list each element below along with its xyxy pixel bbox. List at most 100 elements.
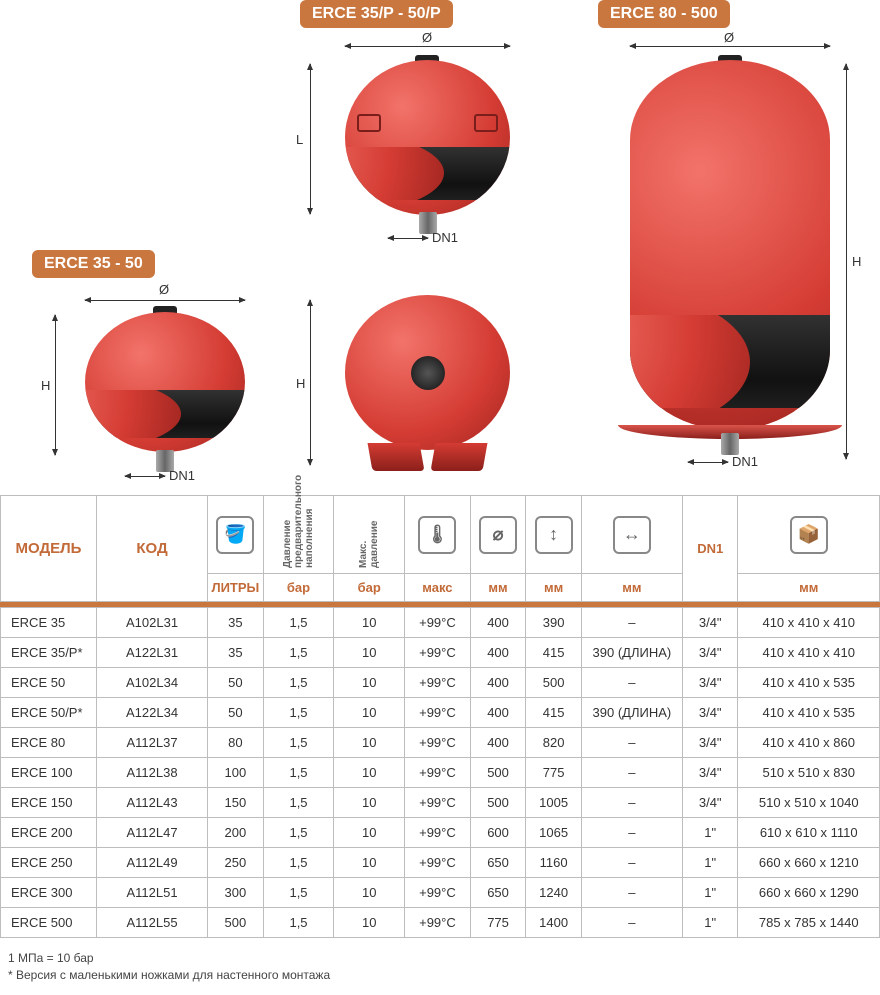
cell-l: – — [581, 758, 682, 788]
cell-max: 10 — [334, 818, 405, 848]
cell-model: ERCE 150 — [1, 788, 97, 818]
cell-h: 1005 — [526, 788, 582, 818]
cell-d: 400 — [470, 698, 526, 728]
footnote-2: * Версия с маленькими ножками для настен… — [8, 968, 872, 982]
cell-code: A122L34 — [96, 698, 207, 728]
cell-d: 400 — [470, 668, 526, 698]
cell-dn: 3/4" — [682, 728, 738, 758]
cell-pack: 610 x 610 x 1110 — [738, 818, 880, 848]
cell-code: A112L38 — [96, 758, 207, 788]
diagram-erce-35-50: Ø H DN1 — [55, 300, 265, 480]
cell-pre: 1,5 — [263, 878, 334, 908]
cell-pre: 1,5 — [263, 728, 334, 758]
cell-d: 650 — [470, 878, 526, 908]
header-icons-row: МОДЕЛЬ КОД 🪣 Давление предварительного н… — [1, 496, 880, 574]
table-row: ERCE 35A102L31351,510+99°C400390–3/4"410… — [1, 608, 880, 638]
cell-pre: 1,5 — [263, 608, 334, 638]
cell-dn: 1" — [682, 848, 738, 878]
cell-liters: 250 — [208, 848, 264, 878]
dim-height-line — [55, 315, 56, 455]
table-row: ERCE 35/P*A122L31351,510+99°C400415390 (… — [1, 638, 880, 668]
cell-code: A112L51 — [96, 878, 207, 908]
cell-code: A112L47 — [96, 818, 207, 848]
title-erce-80-500: ERCE 80 - 500 — [598, 0, 730, 28]
cell-temp: +99°C — [405, 878, 471, 908]
cell-l: – — [581, 788, 682, 818]
cell-l: – — [581, 848, 682, 878]
cell-pack: 410 x 410 x 535 — [738, 668, 880, 698]
cell-pre: 1,5 — [263, 698, 334, 728]
cell-max: 10 — [334, 758, 405, 788]
cell-pack: 410 x 410 x 410 — [738, 608, 880, 638]
icon-precharge: Давление предварительного наполнения — [263, 496, 334, 574]
cell-h: 1160 — [526, 848, 582, 878]
cell-l: – — [581, 818, 682, 848]
table-row: ERCE 50A102L34501,510+99°C400500–3/4"410… — [1, 668, 880, 698]
cell-max: 10 — [334, 848, 405, 878]
icon-liters: 🪣 — [208, 496, 264, 574]
cell-max: 10 — [334, 878, 405, 908]
cell-max: 10 — [334, 668, 405, 698]
cell-pre: 1,5 — [263, 908, 334, 938]
cell-liters: 35 — [208, 608, 264, 638]
cell-dn: 1" — [682, 908, 738, 938]
icon-temp: 🌡 — [405, 496, 471, 574]
table-row: ERCE 100A112L381001,510+99°C500775–3/4"5… — [1, 758, 880, 788]
cell-max: 10 — [334, 608, 405, 638]
diagram-erce-80-500: Ø H DN1 — [590, 40, 870, 480]
cell-h: 775 — [526, 758, 582, 788]
cell-code: A112L37 — [96, 728, 207, 758]
table-row: ERCE 300A112L513001,510+99°C6501240–1"66… — [1, 878, 880, 908]
cell-l: 390 (ДЛИНА) — [581, 698, 682, 728]
table-row: ERCE 500A112L555001,510+99°C7751400–1"78… — [1, 908, 880, 938]
cell-liters: 35 — [208, 638, 264, 668]
cell-l: – — [581, 608, 682, 638]
cell-code: A122L31 — [96, 638, 207, 668]
footnotes: 1 МПа = 10 бар * Версия с маленькими нож… — [0, 938, 880, 995]
dim-diameter-line — [85, 300, 245, 301]
cell-max: 10 — [334, 698, 405, 728]
cell-d: 400 — [470, 728, 526, 758]
cell-temp: +99°C — [405, 788, 471, 818]
cell-code: A102L31 — [96, 608, 207, 638]
cell-dn: 3/4" — [682, 758, 738, 788]
diagrams-panel: ERCE 35 - 50 ERCE 35/P - 50/P ERCE 80 - … — [0, 0, 880, 495]
cell-pack: 410 x 410 x 535 — [738, 698, 880, 728]
cell-model: ERCE 100 — [1, 758, 97, 788]
cell-code: A112L49 — [96, 848, 207, 878]
icon-diam: ⌀ — [470, 496, 526, 574]
cell-liters: 50 — [208, 668, 264, 698]
cell-temp: +99°C — [405, 608, 471, 638]
spec-table-body: ERCE 35A102L31351,510+99°C400390–3/4"410… — [1, 602, 880, 938]
spec-table: МОДЕЛЬ КОД 🪣 Давление предварительного н… — [0, 495, 880, 938]
cell-model: ERCE 200 — [1, 818, 97, 848]
cell-max: 10 — [334, 728, 405, 758]
table-row: ERCE 200A112L472001,510+99°C6001065–1"61… — [1, 818, 880, 848]
cell-max: 10 — [334, 908, 405, 938]
cell-dn: 3/4" — [682, 668, 738, 698]
cell-code: A112L55 — [96, 908, 207, 938]
icon-length: ↔ — [581, 496, 682, 574]
cell-code: A102L34 — [96, 668, 207, 698]
cell-temp: +99°C — [405, 758, 471, 788]
cell-h: 1240 — [526, 878, 582, 908]
cell-max: 10 — [334, 638, 405, 668]
dim-dn-line — [125, 476, 165, 477]
diagram-erce-35p-50p: Ø L DN1 H — [300, 40, 530, 480]
cell-d: 400 — [470, 608, 526, 638]
cell-temp: +99°C — [405, 818, 471, 848]
col-dn1: DN1 — [682, 496, 738, 602]
cell-pre: 1,5 — [263, 788, 334, 818]
table-row: ERCE 150A112L431501,510+99°C5001005–3/4"… — [1, 788, 880, 818]
cell-h: 415 — [526, 698, 582, 728]
cell-dn: 3/4" — [682, 608, 738, 638]
table-row: ERCE 250A112L492501,510+99°C6501160–1"66… — [1, 848, 880, 878]
cell-temp: +99°C — [405, 848, 471, 878]
cell-h: 1065 — [526, 818, 582, 848]
cell-pack: 510 x 510 x 1040 — [738, 788, 880, 818]
cell-l: – — [581, 728, 682, 758]
cell-h: 500 — [526, 668, 582, 698]
cell-temp: +99°C — [405, 908, 471, 938]
cell-d: 650 — [470, 848, 526, 878]
cell-d: 500 — [470, 788, 526, 818]
